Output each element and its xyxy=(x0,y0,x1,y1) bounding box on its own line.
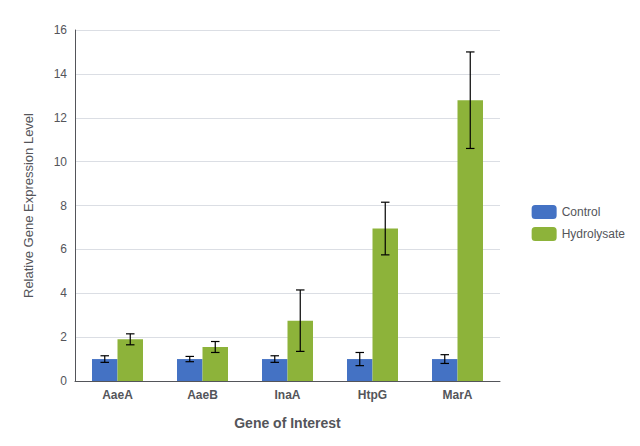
svg-text:4: 4 xyxy=(60,286,67,300)
svg-text:Hydrolysate: Hydrolysate xyxy=(562,227,626,241)
svg-text:0: 0 xyxy=(60,374,67,388)
svg-text:MarA: MarA xyxy=(442,388,472,402)
svg-text:10: 10 xyxy=(54,155,68,169)
svg-text:14: 14 xyxy=(54,67,68,81)
svg-text:InaA: InaA xyxy=(274,388,300,402)
svg-text:Control: Control xyxy=(562,205,601,219)
svg-text:8: 8 xyxy=(60,199,67,213)
svg-text:16: 16 xyxy=(54,23,68,37)
svg-text:2: 2 xyxy=(60,330,67,344)
svg-text:Relative Gene Expression Level: Relative Gene Expression Level xyxy=(21,113,36,298)
svg-text:12: 12 xyxy=(54,111,68,125)
svg-text:HtpG: HtpG xyxy=(358,388,387,402)
svg-text:AaeA: AaeA xyxy=(102,388,133,402)
svg-text:AaeB: AaeB xyxy=(187,388,218,402)
svg-text:Gene of Interest: Gene of Interest xyxy=(234,415,341,431)
svg-text:6: 6 xyxy=(60,242,67,256)
